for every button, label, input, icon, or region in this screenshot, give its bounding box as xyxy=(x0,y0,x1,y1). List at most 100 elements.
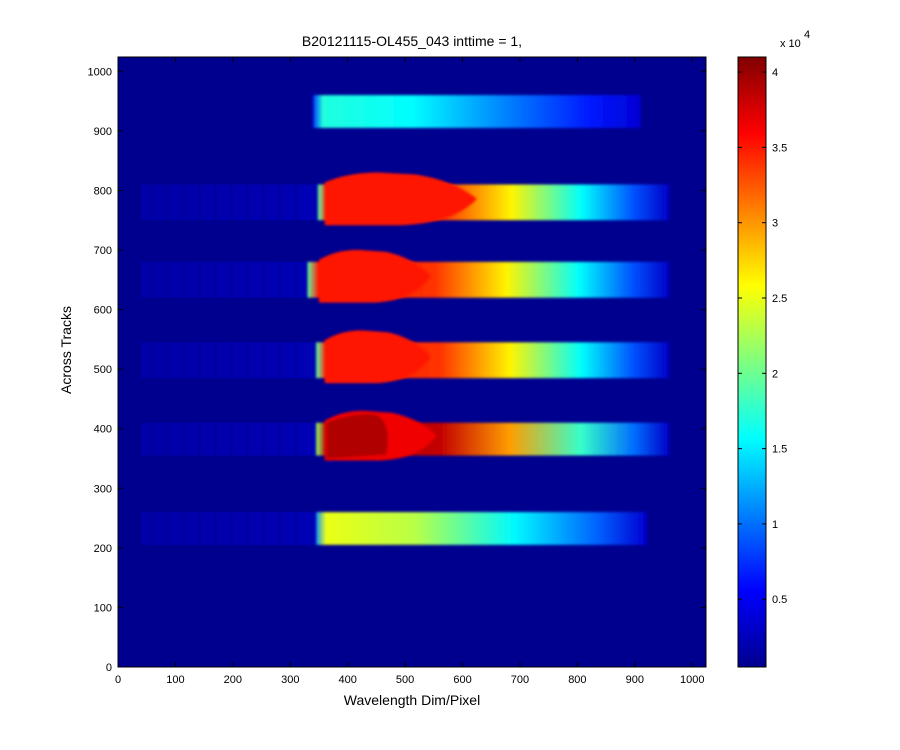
y-tick-label: 0 xyxy=(106,662,112,674)
band-6-stripe xyxy=(262,512,266,545)
x-tick-label: 1000 xyxy=(680,674,704,686)
band-3-stripe xyxy=(246,261,250,298)
band-4-stripe xyxy=(262,342,266,379)
colorbar-tick-label: 4 xyxy=(772,67,778,79)
x-axis: 0 100 200 300 400 500 600 700 800 900 1000 xyxy=(115,57,704,686)
colorbar-frame xyxy=(737,56,767,668)
band-5-faint-region xyxy=(140,422,317,456)
y-tick-label: 100 xyxy=(94,602,112,614)
band-2-stripe xyxy=(229,184,233,221)
band-6-stripe xyxy=(165,512,169,545)
band-2-stripe xyxy=(278,184,282,221)
band-5-peak-core xyxy=(326,414,388,459)
colorbar-ticks: 0.5 1 1.5 2 2.5 3 3.5 4 xyxy=(738,67,787,606)
x-tick-label: 700 xyxy=(511,674,529,686)
x-tick-label: 800 xyxy=(568,674,586,686)
band-6-stripe xyxy=(149,512,153,545)
band-5-stripe xyxy=(149,422,153,456)
band-1 xyxy=(313,95,641,128)
band-5-stripe xyxy=(229,422,233,456)
colorbar-tick-label: 3.5 xyxy=(772,142,787,154)
y-tick-label: 300 xyxy=(94,483,112,495)
band-3-stripe xyxy=(262,261,266,298)
x-tick-label: 900 xyxy=(626,674,644,686)
band-2-stripe xyxy=(246,184,250,221)
y-tick-label: 1000 xyxy=(88,66,112,78)
band-4-stripe xyxy=(197,342,201,379)
band-5-stripe xyxy=(213,422,217,456)
x-tick-label: 600 xyxy=(453,674,471,686)
band-3-stripe xyxy=(278,261,282,298)
y-tick-label: 400 xyxy=(94,424,112,436)
band-4-stripe xyxy=(149,342,153,379)
x-axis-title: Wavelength Dim/Pixel xyxy=(344,692,480,708)
band-4-stripe xyxy=(229,342,233,379)
band-3-stripe xyxy=(149,261,153,298)
band-6-stripe xyxy=(294,512,298,545)
band-2-stripe xyxy=(165,184,169,221)
y-tick-label: 900 xyxy=(94,126,112,138)
y-tick-label: 200 xyxy=(94,543,112,555)
band-2-faint-region xyxy=(140,184,318,221)
band-3-stripe xyxy=(165,261,169,298)
band-6-stripe xyxy=(197,512,201,545)
band-3-stripe xyxy=(294,261,298,298)
colorbar-tick-label: 2 xyxy=(772,368,778,380)
band-5-stripe xyxy=(262,422,266,456)
colorbar-tick-label: 1 xyxy=(772,519,778,531)
band-3-stripe xyxy=(229,261,233,298)
colorbar-exponent-base: x 10 xyxy=(780,38,801,50)
band-4-stripe xyxy=(213,342,217,379)
band-2-stripe xyxy=(149,184,153,221)
x-tick-label: 100 xyxy=(166,674,184,686)
colorbar-gradient xyxy=(738,57,766,667)
chart-title: B20121115-OL455_043 inttime = 1, xyxy=(302,33,522,49)
band-4-stripe xyxy=(246,342,250,379)
band-5-stripe xyxy=(197,422,201,456)
band-2-stripe xyxy=(181,184,185,221)
y-tick-label: 800 xyxy=(94,185,112,197)
band-6-faint-region xyxy=(140,512,317,545)
heatmap-bands xyxy=(140,95,670,545)
band-4-stripe xyxy=(294,342,298,379)
y-tick-label: 600 xyxy=(94,305,112,317)
band-6-stripe xyxy=(181,512,185,545)
band-5-stripe xyxy=(165,422,169,456)
band-5-stripe xyxy=(278,422,282,456)
band-5-stripe xyxy=(181,422,185,456)
band-6-stripe xyxy=(229,512,233,545)
y-tick-label: 700 xyxy=(94,245,112,257)
band-3-stripe xyxy=(181,261,185,298)
colorbar-tick-label: 3 xyxy=(772,218,778,230)
colorbar: 0.5 1 1.5 2 2.5 3 3.5 4 x 10 4 xyxy=(737,29,810,668)
colorbar-exponent: 4 xyxy=(804,29,810,41)
band-4-faint-region xyxy=(140,342,317,379)
band-3-stripe xyxy=(213,261,217,298)
band-2-stripe xyxy=(262,184,266,221)
y-axis: 0 100 200 300 400 500 600 700 800 900 1000 xyxy=(88,66,706,674)
plot-frame xyxy=(117,56,707,668)
band-4-saturated-region xyxy=(324,330,431,384)
y-tick-label: 500 xyxy=(94,364,112,376)
x-tick-label: 500 xyxy=(396,674,414,686)
band-6-stripe xyxy=(246,512,250,545)
band-4-stripe xyxy=(165,342,169,379)
x-tick-label: 200 xyxy=(224,674,242,686)
band-2-stripe xyxy=(213,184,217,221)
band-4-stripe xyxy=(181,342,185,379)
x-tick-label: 400 xyxy=(339,674,357,686)
y-axis-title: Across Tracks xyxy=(58,306,74,394)
band-2-stripe xyxy=(294,184,298,221)
plot-area xyxy=(117,56,707,668)
colorbar-tick-label: 1.5 xyxy=(772,444,787,456)
band-4-stripe xyxy=(278,342,282,379)
colorbar-tick-label: 2.5 xyxy=(772,293,787,305)
band-2-stripe xyxy=(197,184,201,221)
band-6-stripe xyxy=(213,512,217,545)
x-tick-label: 300 xyxy=(281,674,299,686)
band-6-stripe xyxy=(278,512,282,545)
band-3-stripe xyxy=(197,261,201,298)
band-5-stripe xyxy=(246,422,250,456)
band-2-saturated-region xyxy=(324,172,477,226)
